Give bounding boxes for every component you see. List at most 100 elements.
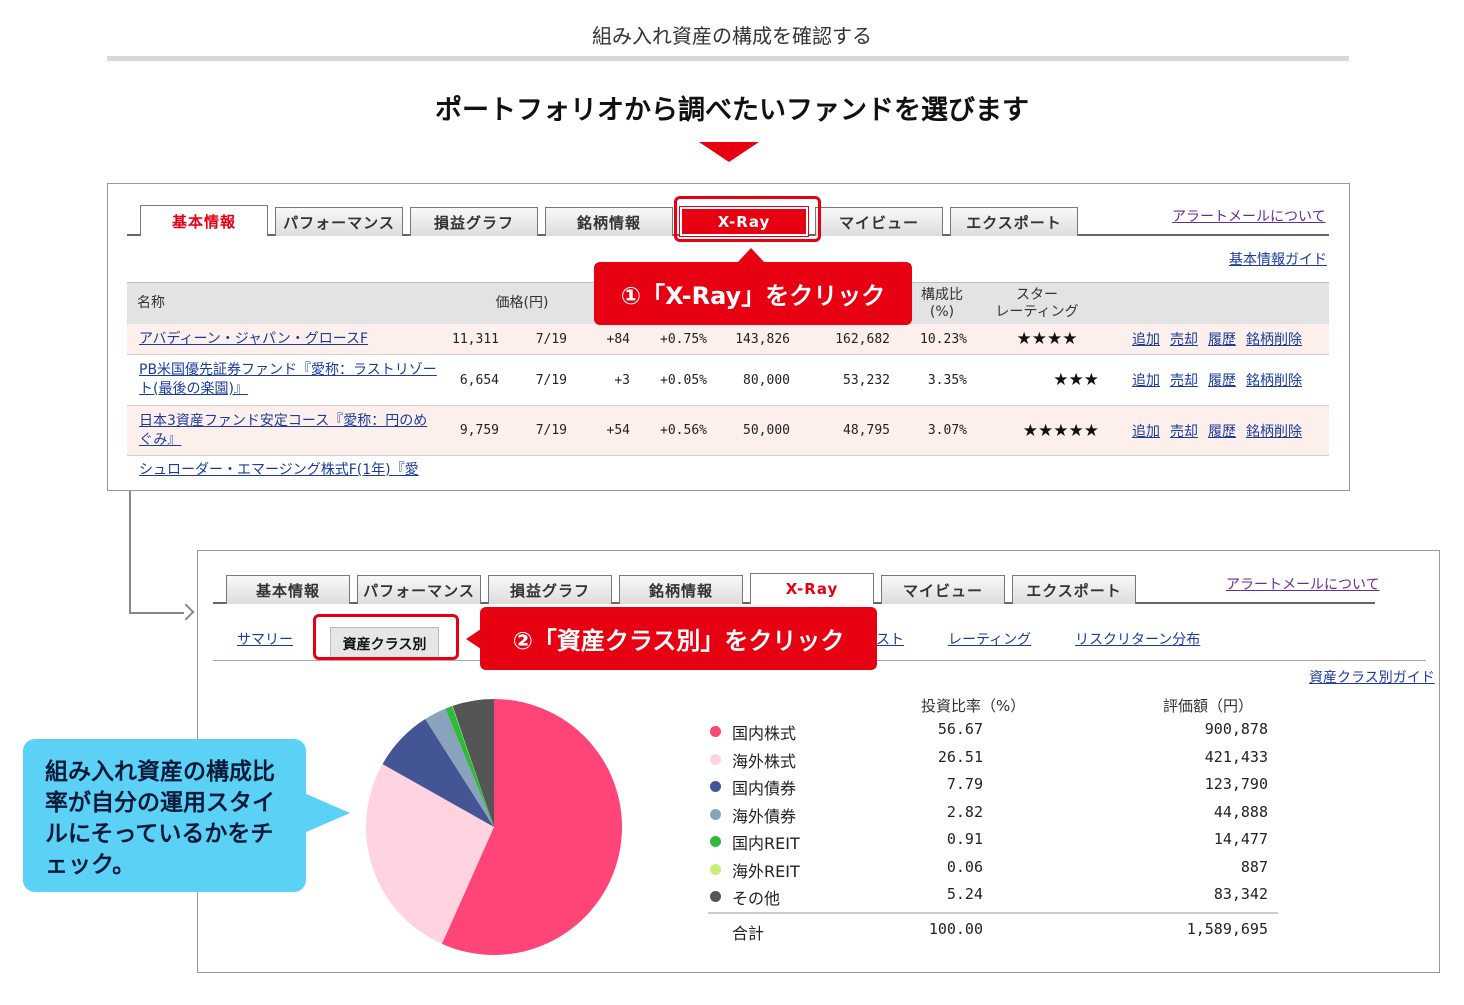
- tab-performance[interactable]: パフォーマンス: [357, 575, 481, 604]
- tip-note: 組み入れ資産の構成比率が自分の運用スタイルにそっているかをチェック。: [23, 739, 350, 892]
- ratio-cell: 10.23%: [920, 331, 967, 347]
- pie-slice-3: [425, 708, 494, 827]
- change-cell: +84: [606, 331, 630, 347]
- tab-my-view[interactable]: マイビュー: [815, 207, 943, 236]
- asset-class-amount: 83,342: [1213, 885, 1268, 903]
- asset-class-guide-link[interactable]: 資産クラス別ガイド: [1309, 670, 1435, 686]
- alert-mail-link[interactable]: アラートメールについて: [1226, 577, 1380, 593]
- history-link[interactable]: 履歴: [1208, 332, 1236, 348]
- asset-class-label: 国内株式: [732, 724, 797, 743]
- tab-pl-graph[interactable]: 損益グラフ: [488, 575, 612, 604]
- tab-basic-info[interactable]: 基本情報: [226, 575, 350, 604]
- delete-holding-link[interactable]: 銘柄削除: [1246, 373, 1302, 389]
- fund-name-link[interactable]: 日本3資産ファンド安定コース『愛称：円のめぐみ』: [139, 412, 428, 448]
- portfolio-tabs: 基本情報 パフォーマンス 損益グラフ 銘柄情報 X-Ray マイビュー エクスポ…: [140, 205, 1085, 237]
- asset-class-pct: 7.79: [946, 775, 983, 793]
- tab-pl-graph[interactable]: 損益グラフ: [410, 207, 538, 236]
- asset-class-label: 海外株式: [732, 751, 797, 771]
- history-link[interactable]: 履歴: [1208, 423, 1236, 440]
- basic-info-guide-link[interactable]: 基本情報ガイド: [1229, 252, 1327, 268]
- subtab-risk-return[interactable]: リスクリターン分布: [1075, 632, 1201, 648]
- delete-holding-link[interactable]: 銘柄削除: [1246, 332, 1302, 348]
- change-cell: +54: [606, 423, 630, 438]
- alert-mail-link[interactable]: アラートメールについて: [1172, 209, 1326, 225]
- tab-my-view[interactable]: マイビュー: [881, 575, 1005, 604]
- connector-line: [129, 491, 131, 614]
- sell-link[interactable]: 売却: [1170, 423, 1198, 440]
- asset-class-amount: 900,878: [1204, 720, 1268, 738]
- pie-slice-6: [452, 699, 494, 827]
- sell-link[interactable]: 売却: [1170, 332, 1198, 348]
- pie-slice-2: [382, 719, 494, 827]
- table-row: アバディーン・ジャパン・グロースF 11,311 7/19 +84 +0.75%…: [127, 324, 1329, 355]
- tab-performance[interactable]: パフォーマンス: [275, 207, 403, 236]
- asset-class-label: その他: [732, 889, 781, 908]
- asset-class-label: 海外REIT: [732, 861, 800, 881]
- col-header-star-rating: スター レーティング: [995, 287, 1079, 320]
- table-row: 日本3資産ファンド安定コース『愛称：円のめぐみ』 9,759 7/19 +54 …: [127, 406, 1329, 456]
- page-header: 組み入れ資産の構成を確認する: [592, 24, 872, 48]
- tab-export[interactable]: エクスポート: [1012, 575, 1136, 604]
- table-row: PB米国優先証券ファンド『愛称：ラストリゾート(最後の楽園)』 6,654 7/…: [127, 355, 1329, 406]
- connector-line: [129, 612, 184, 614]
- asset-allocation-pie-chart: [366, 699, 622, 955]
- tab-xray[interactable]: X-Ray: [750, 573, 874, 604]
- tab-basic-info[interactable]: 基本情報: [140, 205, 268, 236]
- asset-class-pct: 26.51: [937, 747, 983, 766]
- col-header-ratio: 構成比 (%): [921, 287, 963, 320]
- legend-swatch: [710, 863, 721, 875]
- total-divider: [708, 912, 1278, 914]
- sell-link[interactable]: 売却: [1170, 373, 1198, 389]
- tab-holdings-info[interactable]: 銘柄情報: [545, 207, 673, 236]
- add-link[interactable]: 追加: [1132, 373, 1160, 389]
- add-link[interactable]: 追加: [1132, 332, 1160, 348]
- step1-callout: ①「X-Ray」をクリック: [594, 248, 912, 325]
- fund-name-link[interactable]: PB米国優先証券ファンド『愛称：ラストリゾート(最後の楽園)』: [139, 362, 437, 397]
- tab-export[interactable]: エクスポート: [950, 207, 1078, 236]
- asset-class-amount: 14,477: [1213, 830, 1268, 848]
- history-link[interactable]: 履歴: [1208, 373, 1236, 389]
- xray-tab-highlight: [674, 196, 821, 242]
- asset-class-pct: 56.67: [937, 720, 983, 738]
- star-rating: ★★★★: [1016, 329, 1078, 349]
- total-label: 合計: [732, 924, 765, 943]
- value-cell: 48,795: [843, 423, 890, 438]
- subtab-summary[interactable]: サマリー: [237, 632, 293, 648]
- col-header-name: 名称: [137, 295, 165, 311]
- instruction-heading: ポートフォリオから調べたいファンドを選びます: [435, 95, 1029, 126]
- header-investment-ratio: 投資比率（%）: [921, 697, 1026, 715]
- fund-name-link[interactable]: アバディーン・ジャパン・グロースF: [139, 330, 369, 347]
- legend-swatch: [710, 808, 721, 820]
- tab-xray[interactable]: X-Ray: [679, 206, 809, 237]
- table-row: シュローダー・エマージング株式F(1年)『愛: [127, 456, 1329, 490]
- star-rating: ★★★: [1053, 370, 1099, 390]
- total-amount: 1,589,695: [1186, 920, 1268, 938]
- asset-class-amount: 887: [1240, 857, 1268, 876]
- allocation-total-row: 合計 100.00 1,589,695: [708, 918, 1278, 945]
- allocation-row: 国内株式 56.67 900,878: [708, 718, 1278, 745]
- header-valuation: 評価額（円）: [1163, 697, 1254, 715]
- portfolio-screenshot-panel: 基本情報 パフォーマンス 損益グラフ 銘柄情報 X-Ray マイビュー エクスポ…: [107, 183, 1350, 491]
- date-cell: 7/19: [535, 372, 567, 388]
- cost-cell: 80,000: [743, 372, 790, 388]
- add-link[interactable]: 追加: [1132, 423, 1160, 440]
- subtab-rating[interactable]: レーティング: [948, 632, 1032, 648]
- asset-class-amount: 44,888: [1213, 802, 1268, 821]
- xray-tabs: 基本情報 パフォーマンス 損益グラフ 銘柄情報 X-Ray マイビュー エクスポ…: [226, 573, 1143, 604]
- connector-arrow-icon: [177, 603, 195, 621]
- pie-slice-0: [441, 699, 622, 955]
- step2-callout: ②「資産クラス別」をクリック: [466, 607, 877, 670]
- asset-class-label: 海外債券: [732, 806, 797, 826]
- ratio-cell: 3.07%: [927, 423, 967, 438]
- col-header-price: 価格(円): [495, 295, 549, 311]
- pie-slice-1: [366, 764, 494, 944]
- subtab-holdings-list[interactable]: スト: [876, 632, 904, 648]
- tab-holdings-info[interactable]: 銘柄情報: [619, 575, 743, 604]
- asset-class-pct: 2.82: [946, 802, 983, 821]
- legend-swatch: [710, 891, 721, 902]
- down-arrow-icon: [699, 142, 759, 162]
- row-actions: 追加 売却 履歴 銘柄削除: [1132, 355, 1302, 405]
- cost-cell: 143,826: [735, 331, 790, 347]
- fund-name-link[interactable]: シュローダー・エマージング株式F(1年)『愛: [139, 462, 419, 478]
- delete-holding-link[interactable]: 銘柄削除: [1246, 423, 1302, 440]
